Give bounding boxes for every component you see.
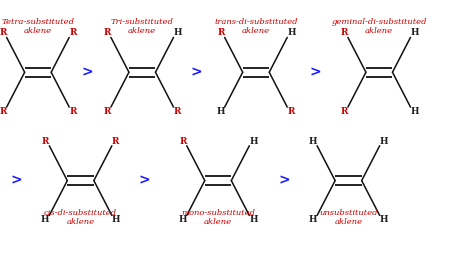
- Text: R: R: [69, 107, 77, 116]
- Text: R: R: [287, 107, 295, 116]
- Text: mono-substituted
aklene: mono-substituted aklene: [181, 209, 255, 226]
- Text: H: H: [173, 28, 182, 37]
- Text: unsubstituted
aklene: unsubstituted aklene: [319, 209, 378, 226]
- Text: R: R: [0, 107, 7, 116]
- Text: R: R: [103, 107, 111, 116]
- Text: >: >: [279, 174, 290, 188]
- Text: >: >: [11, 174, 22, 188]
- Text: H: H: [380, 137, 388, 146]
- Text: H: H: [249, 137, 258, 146]
- Text: Tri-substituted
aklene: Tri-substituted aklene: [111, 18, 173, 35]
- Text: R: R: [112, 137, 119, 146]
- Text: trans-di-substituted
aklene: trans-di-substituted aklene: [214, 18, 298, 35]
- Text: H: H: [287, 28, 296, 37]
- Text: R: R: [0, 28, 7, 37]
- Text: cis-di-substituted
aklene: cis-di-substituted aklene: [44, 209, 117, 226]
- Text: R: R: [69, 28, 77, 37]
- Text: geminal-di-substituted
aklene: geminal-di-substituted aklene: [331, 18, 427, 35]
- Text: H: H: [309, 215, 317, 224]
- Text: H: H: [178, 215, 187, 224]
- Text: H: H: [380, 215, 388, 224]
- Text: >: >: [310, 65, 321, 79]
- Text: R: R: [179, 137, 187, 146]
- Text: >: >: [139, 174, 150, 188]
- Text: H: H: [410, 107, 419, 116]
- Text: R: R: [340, 107, 348, 116]
- Text: >: >: [82, 65, 93, 79]
- Text: H: H: [216, 107, 225, 116]
- Text: R: R: [340, 28, 348, 37]
- Text: R: R: [42, 137, 49, 146]
- Text: H: H: [309, 137, 317, 146]
- Text: R: R: [217, 28, 225, 37]
- Text: Tetra-substituted
aklene: Tetra-substituted aklene: [1, 18, 74, 35]
- Text: H: H: [112, 215, 120, 224]
- Text: H: H: [41, 215, 49, 224]
- Text: >: >: [191, 65, 202, 79]
- Text: R: R: [173, 107, 181, 116]
- Text: H: H: [410, 28, 419, 37]
- Text: R: R: [103, 28, 111, 37]
- Text: H: H: [249, 215, 258, 224]
